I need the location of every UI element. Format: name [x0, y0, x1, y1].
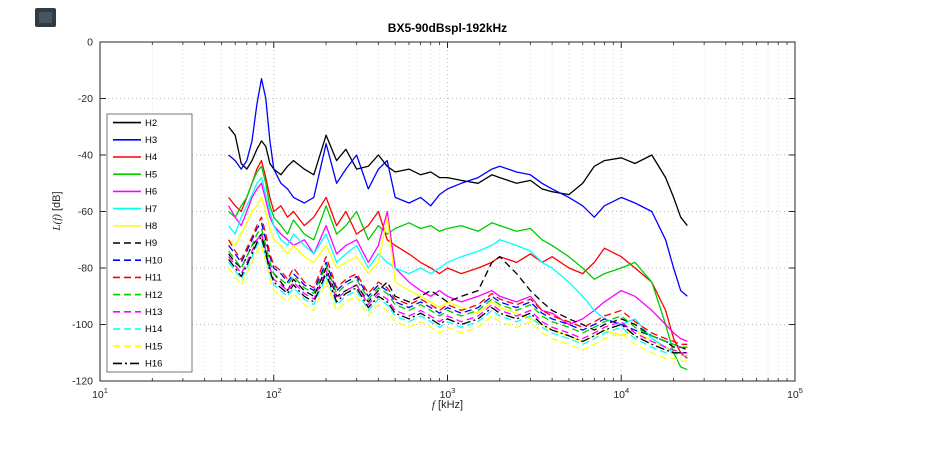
legend-item: H4	[113, 152, 157, 163]
series-line-H15	[228, 244, 688, 362]
y-axis-label-symbol: L(f)	[51, 214, 63, 231]
legend-item: H11	[113, 273, 162, 284]
x-tick-label: 103	[440, 386, 456, 401]
legend-label: H10	[145, 255, 162, 266]
legend-label: H9	[145, 238, 157, 249]
legend-label: H7	[145, 204, 157, 215]
y-tick-label: -40	[78, 150, 93, 162]
y-tick-label: -20	[78, 93, 93, 105]
legend-item: H2	[113, 118, 157, 129]
series-line-H6	[228, 182, 688, 342]
legend-label: H12	[145, 290, 162, 301]
series-line-H9	[228, 233, 688, 351]
legend-label: H4	[145, 152, 157, 163]
legend-label: H6	[145, 187, 157, 198]
legend-item: H12	[113, 290, 162, 301]
legend-item: H8	[113, 221, 157, 232]
legend-label: H5	[145, 169, 157, 180]
legend-label: H2	[145, 118, 157, 129]
legend-label: H3	[145, 135, 157, 146]
legend-item: H15	[113, 341, 162, 352]
series-line-H11	[228, 216, 688, 345]
legend[interactable]: H2 H3 H4 H5 H6 H7 H8 H9 H10 H11 H12 H13 H14 H15 H16	[106, 113, 193, 373]
legend-label: H14	[145, 324, 162, 335]
series-line-H2	[228, 126, 688, 227]
legend-label: H15	[145, 341, 162, 352]
series-line-H13	[228, 233, 688, 354]
series-line-H10	[228, 222, 688, 348]
app-icon[interactable]	[35, 8, 56, 27]
y-tick-label: -60	[78, 206, 93, 218]
x-tick-label: 101	[92, 386, 108, 401]
app-icon-glyph	[39, 12, 52, 23]
legend-item: H6	[113, 187, 157, 198]
series-line-H12	[228, 227, 688, 348]
x-axis-label-unit: [kHz]	[434, 399, 464, 411]
legend-label: H8	[145, 221, 157, 232]
legend-item: H3	[113, 135, 157, 146]
series-line-H3	[228, 78, 688, 297]
legend-item: H10	[113, 255, 162, 266]
x-tick-label: 104	[613, 386, 629, 401]
x-axis-label-symbol: f	[431, 399, 435, 411]
y-tick-label: -100	[72, 319, 93, 331]
series-line-H16	[228, 236, 688, 354]
legend-item: H14	[113, 324, 162, 335]
x-tick-label: 105	[787, 386, 803, 401]
legend-item: H13	[113, 307, 162, 318]
x-axis-label: f [kHz]	[100, 399, 795, 411]
x-tick-label: 102	[266, 386, 282, 401]
legend-item: H9	[113, 238, 157, 249]
legend-label: H13	[145, 307, 162, 318]
series-line-H4	[228, 159, 688, 359]
legend-item: H7	[113, 204, 157, 215]
y-axis-label-unit: [dB]	[51, 191, 63, 215]
series-line-H7	[228, 176, 688, 354]
y-tick-label: 0	[87, 37, 93, 49]
chart-title: BX5-90dBspl-192kHz	[387, 21, 508, 35]
series-line-H5	[228, 165, 688, 371]
y-axis-label: L(f) [dB]	[51, 191, 63, 230]
legend-item: H5	[113, 169, 157, 180]
legend-label: H16	[145, 359, 162, 370]
legend-label: H11	[145, 273, 162, 284]
series-line-H8	[228, 196, 688, 354]
legend-item: H16	[113, 359, 162, 370]
y-tick-label: -80	[78, 263, 93, 275]
series-line-H14	[228, 239, 688, 357]
y-tick-label: -120	[72, 376, 93, 388]
